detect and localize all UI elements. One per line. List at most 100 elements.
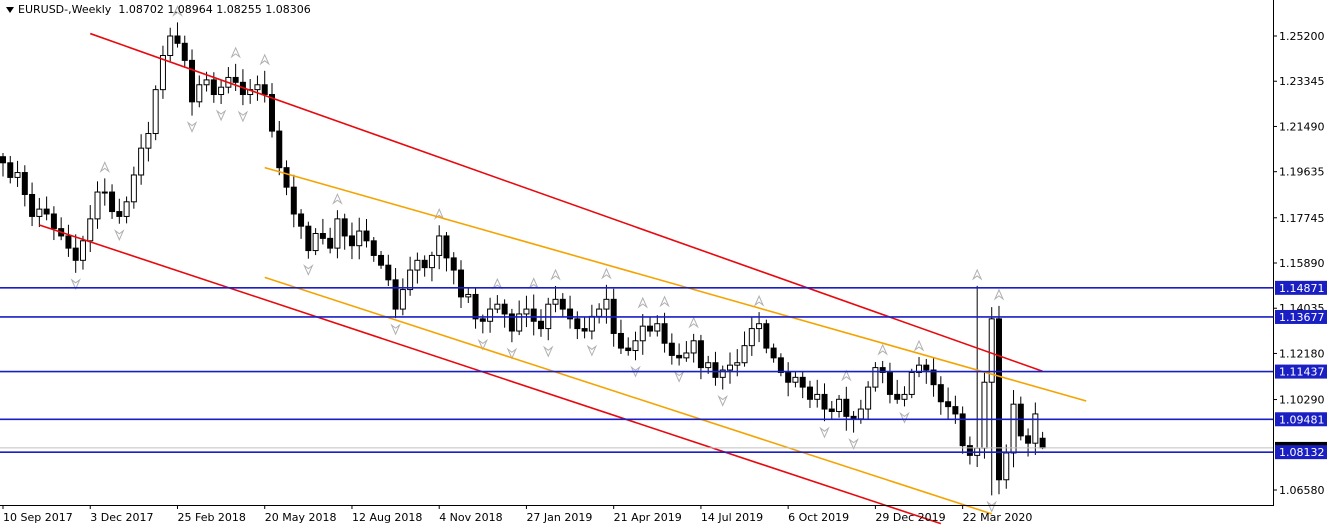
inner-channel-upper-line[interactable]: [264, 166, 1087, 402]
fractal-down-arrow-icon: [630, 365, 641, 378]
candle: [305, 221, 312, 259]
candle: [421, 255, 428, 277]
bear-candle-body: [697, 340, 704, 369]
candle: [654, 315, 661, 337]
bear-candle-body: [21, 172, 28, 195]
candle: [450, 252, 457, 285]
bull-candle-body: [690, 340, 697, 354]
bear-candle-body: [174, 35, 181, 44]
y-tick-label: 1.17745: [1279, 212, 1325, 225]
fractal-down-arrow-icon: [477, 338, 489, 351]
outer-channel-lower-line[interactable]: [39, 224, 942, 525]
bear-candle-body: [327, 237, 334, 249]
candle: [894, 379, 901, 404]
bear-candle-body: [290, 186, 297, 215]
outer-channel-upper-line[interactable]: [89, 32, 1043, 373]
level-label: 1.13677: [1279, 311, 1325, 324]
candle: [763, 319, 770, 354]
candle: [552, 285, 559, 313]
bear-candle-body: [850, 415, 857, 420]
bull-candle-body: [814, 393, 821, 400]
fractal-down-arrow-icon: [237, 110, 249, 123]
bull-candle-body: [654, 323, 661, 332]
candle: [559, 293, 566, 318]
bull-candle-body: [414, 259, 421, 271]
candle: [290, 174, 297, 228]
bull-candle-body: [741, 345, 748, 364]
candle: [378, 250, 385, 269]
y-tick-label: 1.25200: [1279, 30, 1325, 43]
fractal-down-arrow-icon: [114, 229, 125, 241]
level-label: 1.11437: [1279, 366, 1325, 379]
bear-candle-body: [370, 240, 377, 256]
candle: [14, 160, 21, 187]
bear-candle-body: [181, 42, 188, 61]
bear-candle-body: [298, 213, 305, 227]
bull-candle-body: [87, 218, 94, 242]
x-tick-label: 4 Nov 2018: [439, 511, 502, 524]
bear-candle-body: [458, 269, 465, 298]
candle: [130, 166, 137, 209]
candle: [399, 278, 406, 316]
bear-candle-body: [995, 318, 1002, 481]
bear-candle-body: [966, 445, 973, 456]
candle: [392, 268, 399, 319]
candle: [101, 178, 108, 206]
bear-candle-body: [581, 328, 588, 332]
bear-candle-body: [923, 364, 930, 371]
x-tick-label: 6 Oct 2019: [788, 511, 849, 524]
x-tick-label: 21 Apr 2019: [614, 511, 682, 524]
bull-candle-body: [792, 376, 799, 383]
candle: [886, 362, 893, 404]
candle: [298, 209, 305, 239]
candle: [828, 401, 835, 420]
bull-candle-body: [138, 147, 145, 176]
level-label: 1.14871: [1279, 282, 1325, 295]
candle: [574, 311, 581, 340]
fractal-up-arrow-icon: [601, 267, 612, 280]
bear-candle-body: [668, 342, 675, 356]
fractal-down-arrow-icon: [303, 264, 314, 276]
bear-candle-body: [806, 386, 813, 400]
candle: [472, 288, 479, 329]
bear-candle-body: [843, 398, 850, 417]
candle: [712, 351, 719, 386]
bull-candle-body: [101, 191, 108, 194]
bull-candle-body: [552, 298, 559, 305]
fractal-down-arrow-icon: [986, 500, 997, 513]
candle: [806, 380, 813, 408]
x-tick-label: 20 May 2018: [265, 511, 337, 524]
bull-candle-body: [727, 364, 733, 371]
candle: [487, 297, 494, 333]
fractal-up-arrow-icon: [971, 268, 983, 281]
candle: [7, 155, 14, 184]
bull-candle-body: [988, 318, 995, 383]
candle: [43, 196, 50, 221]
chart-header: EURUSD-,Weekly 1.08702 1.08964 1.08255 1…: [6, 3, 311, 17]
fractal-down-arrow-icon: [848, 438, 859, 450]
level-label-box: [1275, 412, 1327, 427]
bull-candle-body: [312, 232, 319, 252]
x-tick-label: 14 Jul 2019: [701, 511, 763, 524]
bear-candle-body: [886, 371, 893, 395]
candle: [443, 232, 450, 272]
bull-candle-body: [203, 79, 210, 86]
candle: [617, 319, 624, 354]
bull-candle-body: [356, 230, 363, 247]
candle: [436, 225, 443, 270]
dropdown-triangle-icon[interactable]: [6, 7, 14, 13]
bull-candle-body: [748, 328, 755, 347]
y-tick-label: 1.10290: [1279, 394, 1325, 407]
fractal-up-arrow-icon: [172, 5, 183, 17]
bear-candle-body: [945, 401, 952, 408]
symbol-label: EURUSD-,Weekly: [18, 3, 112, 16]
bull-candle-body: [487, 308, 494, 322]
bear-candle-body: [930, 369, 937, 386]
candle: [385, 254, 392, 287]
fractal-down-arrow-icon: [586, 344, 598, 357]
bull-candle-body: [1003, 452, 1010, 481]
candle: [872, 362, 879, 392]
bear-candle-body: [72, 247, 79, 261]
